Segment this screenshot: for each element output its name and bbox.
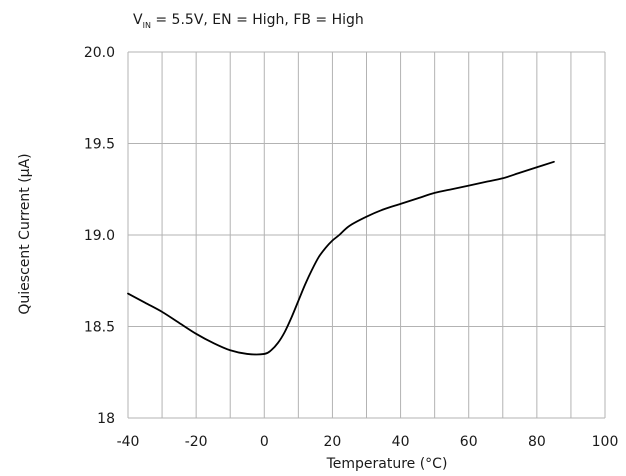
x-tick-label: 0 — [260, 434, 269, 450]
test-conditions: VIN = 5.5V, EN = High, FB = High — [133, 12, 364, 30]
plot-frame — [127, 52, 606, 419]
conditions-text: = 5.5V, EN = High, FB = High — [151, 12, 364, 28]
vin-symbol: V — [133, 12, 143, 28]
tick-labels: -40 -20 0 20 40 60 80 100 18 18.5 19.0 19.5 20.0 — [84, 45, 619, 450]
vin-subscript: IN — [143, 21, 151, 30]
y-tick-label: 20.0 — [84, 45, 115, 61]
y-axis-title: Quiescent Current (µA) — [17, 153, 33, 314]
y-tick-label: 18.5 — [84, 320, 115, 336]
x-axis-title: Temperature (°C) — [326, 456, 448, 471]
x-tick-label: 60 — [460, 434, 478, 450]
x-tick-label: 20 — [324, 434, 342, 450]
grid — [128, 51, 605, 418]
y-tick-label: 18 — [97, 411, 115, 427]
y-tick-label: 19.5 — [84, 137, 115, 153]
quiescent-current-line — [127, 160, 555, 356]
x-tick-label: 40 — [392, 434, 410, 450]
x-tick-label: -20 — [185, 434, 208, 450]
x-tick-label: 80 — [528, 434, 546, 450]
x-tick-label: -40 — [117, 434, 140, 450]
y-tick-label: 19.0 — [84, 228, 115, 244]
series-layer — [127, 160, 555, 356]
x-tick-label: 100 — [592, 434, 619, 450]
